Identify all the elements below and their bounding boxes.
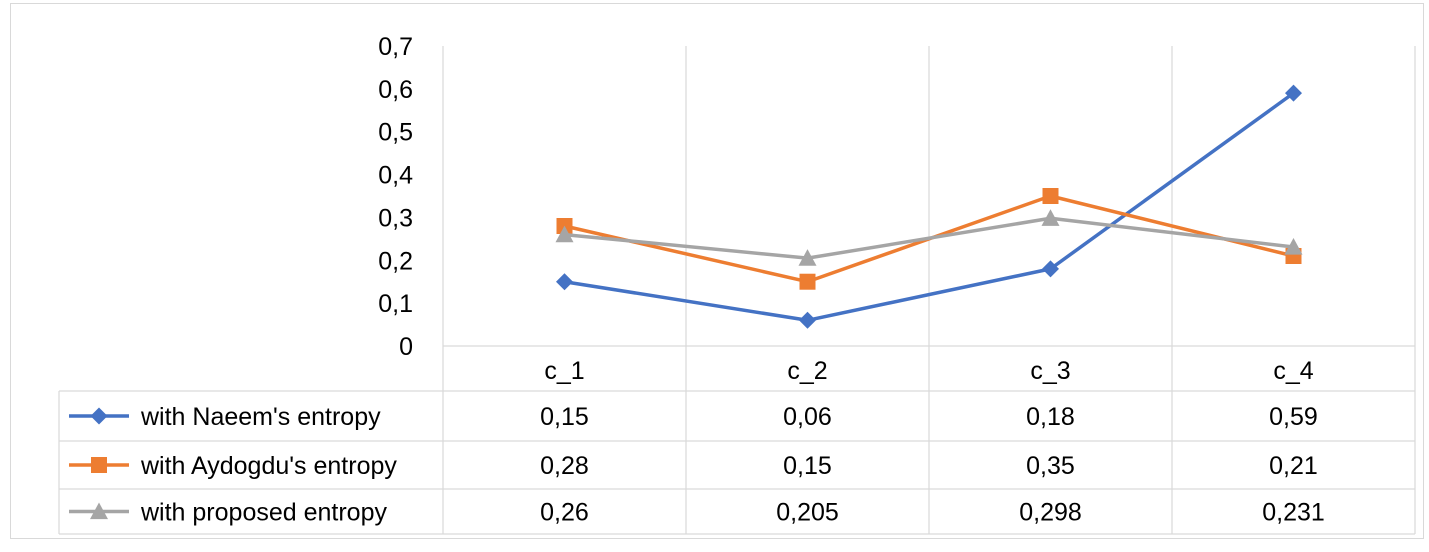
y-tick-label: 0,5 — [378, 119, 413, 147]
table-cell-value: 0,205 — [776, 499, 839, 527]
y-tick-label: 0,4 — [378, 162, 413, 190]
legend-marker-square — [91, 457, 107, 473]
data-point-square — [799, 273, 816, 290]
series-lines — [555, 84, 1303, 329]
series-triangle — [555, 209, 1303, 266]
legend-key-triangle — [69, 502, 129, 520]
series-line — [564, 216, 1294, 260]
table-cell-value: 0,35 — [1026, 452, 1075, 480]
table-cell-value: 0,18 — [1026, 403, 1075, 431]
y-tick-label: 0,7 — [378, 33, 413, 61]
y-axis-ticks: 0 0,1 0,2 0,3 0,4 0,5 0,6 0,7 — [378, 33, 413, 361]
data-point-square — [1042, 188, 1059, 204]
data-point-triangle — [798, 249, 817, 266]
data-point-diamond — [1285, 84, 1302, 102]
data-point-triangle — [555, 225, 574, 243]
table-cell-value: 0,15 — [540, 403, 589, 431]
data-point-triangle — [1284, 238, 1303, 255]
data-point-diamond — [1042, 260, 1059, 278]
legend-series-name: with Aydogdu's entropy — [140, 452, 397, 480]
y-tick-label: 0,2 — [378, 247, 413, 275]
legend-series-name: with Naeem's entropy — [140, 403, 381, 431]
category-label: c_4 — [1273, 357, 1313, 385]
data-point-diamond — [799, 311, 816, 329]
y-tick-label: 0 — [399, 333, 413, 361]
y-tick-label: 0,3 — [378, 204, 413, 232]
table-cell-value: 0,06 — [783, 403, 832, 431]
table-cell-value: 0,21 — [1269, 452, 1318, 480]
table-cell-value: 0,26 — [540, 499, 589, 527]
y-tick-label: 0,6 — [378, 76, 413, 104]
data-point-diamond — [556, 273, 573, 291]
grid-lines — [58, 46, 1416, 535]
series-line — [564, 91, 1295, 323]
category-label: c_1 — [544, 357, 584, 385]
table-cell-value: 0,231 — [1262, 499, 1325, 527]
data-point-triangle — [1041, 209, 1060, 226]
line-chart: 0 0,1 0,2 0,3 0,4 0,5 0,6 0,7 c_1 c_2 c_3 c_4with … — [58, 33, 1416, 535]
table-cell-value: 0,59 — [1269, 403, 1318, 431]
table-cell-value: 0,15 — [783, 452, 832, 480]
legend-key-diamond — [69, 407, 129, 425]
series-diamond — [556, 84, 1302, 329]
y-tick-label: 0,1 — [378, 290, 413, 318]
table-cell-value: 0,298 — [1019, 499, 1082, 527]
legend-marker-triangle — [90, 502, 108, 520]
category-label: c_3 — [1030, 357, 1070, 385]
legend-key-square — [69, 457, 129, 473]
legend-marker-diamond — [90, 407, 108, 425]
legend-series-name: with proposed entropy — [140, 499, 387, 527]
category-label: c_2 — [787, 357, 827, 385]
table-cell-value: 0,28 — [540, 452, 589, 480]
